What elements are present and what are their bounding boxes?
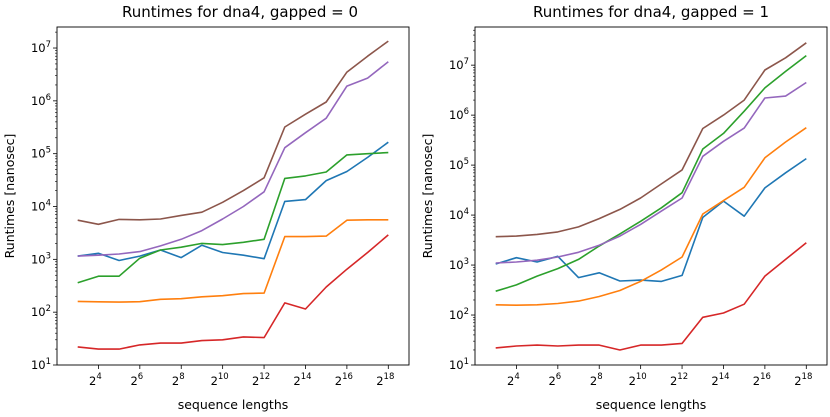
- series-lines: [77, 40, 389, 350]
- x-tick-label: 26: [130, 372, 143, 388]
- x-axis-label: sequence lengths: [596, 397, 707, 412]
- x-tick-label: 24: [507, 372, 520, 388]
- series-line-4: [495, 242, 807, 351]
- x-tick-label: 28: [590, 372, 603, 388]
- series-line-5: [495, 81, 807, 264]
- series-lines: [495, 42, 807, 351]
- series-line-1: [77, 141, 389, 262]
- y-tick-label: 106: [31, 93, 51, 108]
- y-tick-label: 104: [449, 207, 469, 222]
- x-tick-label: 216: [753, 372, 771, 388]
- y-tick-label: 103: [449, 257, 469, 272]
- axis-ticks: 101 102 103 104 105 106 107 24 26 28 210 212 214 216 2…: [31, 31, 394, 388]
- series-line-6: [77, 40, 389, 226]
- y-tick-label: 104: [31, 199, 51, 214]
- y-tick-label: 107: [449, 57, 469, 72]
- y-tick-label: 105: [31, 146, 51, 161]
- series-line-3: [77, 151, 389, 284]
- chart-panel-right: Runtimes for dna4, gapped = 1 sequence l…: [420, 3, 828, 412]
- x-tick-label: 214: [293, 372, 311, 388]
- x-tick-label: 212: [670, 372, 688, 388]
- x-tick-label: 26: [548, 372, 561, 388]
- chart-title: Runtimes for dna4, gapped = 0: [122, 3, 358, 21]
- y-tick-label: 107: [31, 40, 51, 55]
- x-tick-label: 218: [794, 372, 812, 388]
- y-tick-label: 102: [449, 307, 469, 322]
- series-line-3: [495, 54, 807, 292]
- chart-panel-left: Runtimes for dna4, gapped = 0 sequence l…: [2, 3, 410, 412]
- x-tick-label: 28: [172, 372, 185, 388]
- series-line-4: [77, 234, 389, 350]
- plot-frame: [56, 26, 410, 366]
- y-tick-label: 102: [31, 304, 51, 319]
- x-axis-label: sequence lengths: [178, 397, 289, 412]
- x-tick-label: 212: [252, 372, 270, 388]
- x-tick-label: 214: [711, 372, 729, 388]
- x-tick-label: 210: [211, 372, 229, 388]
- y-tick-label: 101: [31, 357, 51, 372]
- series-line-2: [495, 127, 807, 307]
- series-line-1: [495, 157, 807, 283]
- y-tick-label: 101: [449, 357, 469, 372]
- x-tick-label: 210: [629, 372, 647, 388]
- y-tick-label: 103: [31, 251, 51, 266]
- x-tick-label: 216: [335, 372, 353, 388]
- series-line-6: [495, 42, 807, 238]
- x-tick-label: 218: [376, 372, 394, 388]
- x-tick-label: 24: [89, 372, 102, 388]
- series-line-2: [77, 219, 389, 303]
- plot-frame: [474, 26, 828, 366]
- y-axis-label: Runtimes [nanosec]: [420, 134, 435, 259]
- y-axis-label: Runtimes [nanosec]: [2, 134, 17, 259]
- y-tick-label: 105: [449, 157, 469, 172]
- y-tick-label: 106: [449, 107, 469, 122]
- series-line-5: [77, 61, 389, 257]
- chart-title: Runtimes for dna4, gapped = 1: [533, 3, 769, 21]
- axis-ticks: 101 102 103 104 105 106 107 24 26 28 210 212 214 216 2…: [449, 29, 812, 388]
